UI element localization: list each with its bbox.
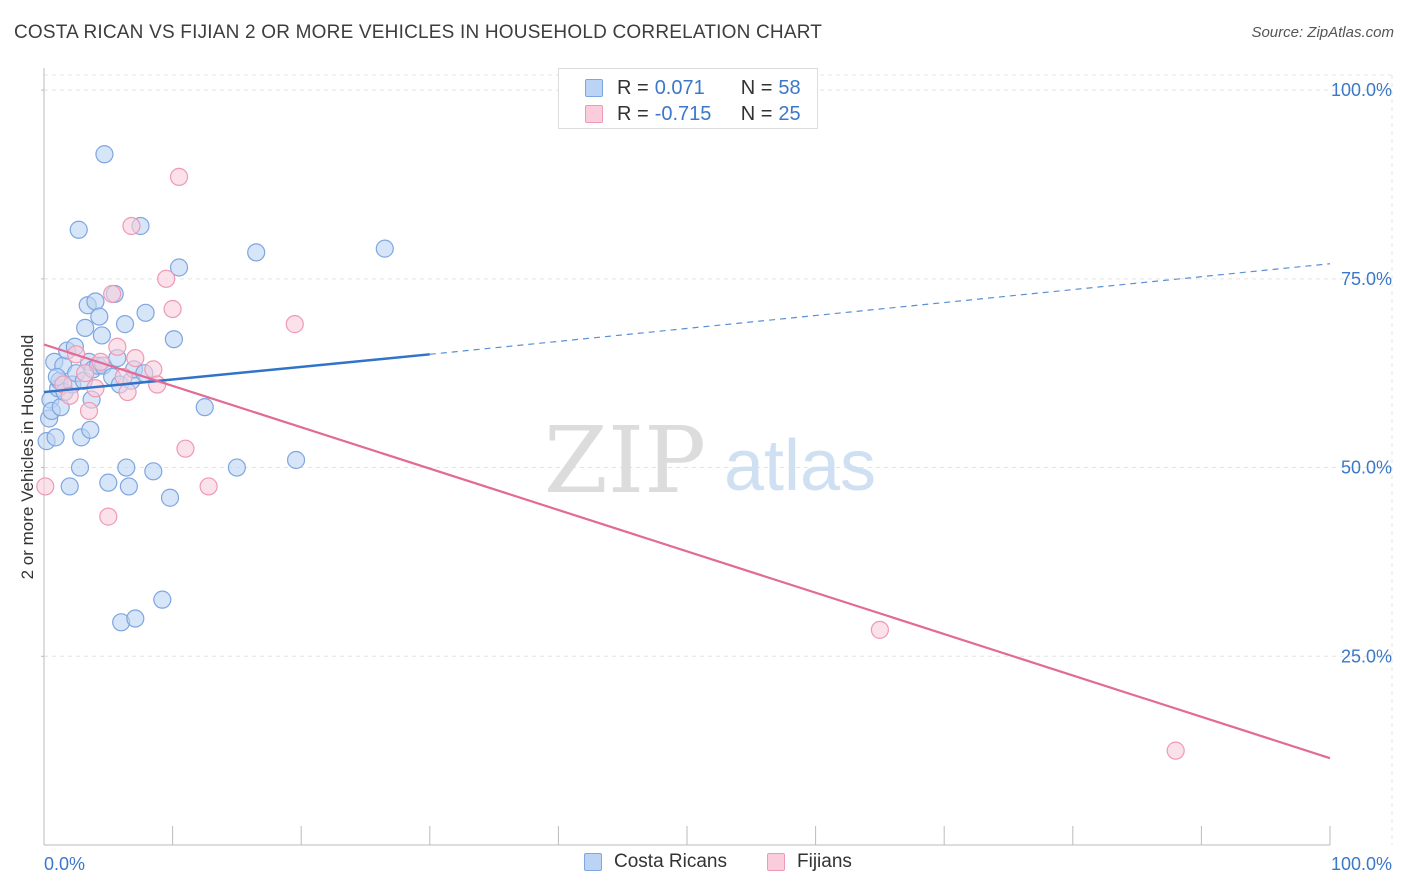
r-value: 0.071	[654, 76, 705, 99]
y-tick-label: 25.0%	[1341, 646, 1392, 666]
fijian-point	[163, 299, 182, 319]
gridlines	[44, 74, 1393, 845]
fijian-point	[1166, 741, 1185, 760]
costa-rican-point	[119, 477, 138, 496]
costa-rican-point	[136, 303, 155, 322]
fijian-point	[60, 386, 79, 405]
r-label: R =	[617, 76, 649, 99]
costa-rican-point	[126, 609, 145, 628]
costa-rican-point	[227, 458, 246, 477]
costa-ricans-trend-extension	[429, 263, 1331, 355]
r-value: -0.715	[654, 102, 712, 125]
costa-ricans-swatch	[584, 853, 602, 871]
fijian-point	[157, 269, 176, 288]
x-tick-label: 100.0%	[1331, 854, 1392, 874]
legend-label: Fijians	[797, 851, 852, 872]
costa-rican-point	[160, 488, 180, 507]
costa-rican-point	[195, 398, 214, 417]
costa-rican-point	[169, 258, 189, 277]
fijians-swatch	[585, 105, 603, 123]
axes	[41, 68, 1331, 846]
legend-row-costa-ricans: R = 0.071 N = 58	[585, 76, 801, 100]
fijian-point	[79, 401, 99, 421]
costa-rican-point	[99, 473, 118, 492]
costa-rican-point	[90, 307, 109, 326]
legend-item-fijians[interactable]: Fijians	[767, 851, 852, 873]
fijian-point	[199, 477, 218, 496]
fijian-point	[169, 167, 189, 187]
costa-rican-point	[92, 326, 111, 345]
series-legend: Costa Ricans Fijians	[584, 851, 892, 873]
costa-rican-point	[375, 239, 394, 258]
costa-rican-point	[46, 428, 65, 447]
fijian-point	[108, 337, 127, 356]
n-value: 25	[778, 102, 801, 125]
costa-ricans-trend-line	[43, 353, 430, 394]
costa-rican-point	[69, 220, 88, 239]
fijian-point	[36, 477, 55, 496]
costa-rican-point	[81, 420, 100, 439]
n-value: 58	[778, 76, 801, 99]
y-tick-label: 100.0%	[1331, 80, 1392, 100]
costa-rican-point	[164, 330, 183, 349]
costa-rican-point	[247, 243, 266, 262]
costa-rican-point	[286, 450, 306, 470]
fijians-trend-line	[43, 343, 1331, 760]
legend-row-fijians: R = -0.715 N = 25	[585, 102, 801, 126]
fijian-point	[176, 439, 195, 458]
tick-labels: 25.0% 50.0% 75.0% 100.0% 0.0% 100.0%	[44, 80, 1392, 874]
costa-rican-point	[86, 292, 105, 311]
watermark-atlas: atlas	[724, 426, 876, 506]
chart-source: Source: ZipAtlas.com	[1251, 24, 1394, 41]
costa-rican-point	[144, 462, 163, 481]
watermark-zip: ZIP	[544, 407, 706, 514]
costa-rican-point	[117, 458, 136, 477]
fijian-point	[103, 284, 122, 304]
fijian-point	[144, 360, 163, 379]
fijian-point	[118, 382, 137, 402]
costa-ricans-swatch	[585, 79, 603, 97]
y-axis-title: 2 or more Vehicles in Household	[18, 334, 37, 580]
costa-rican-point	[153, 590, 172, 609]
fijian-point	[122, 216, 141, 236]
data-points	[36, 145, 1185, 760]
fijian-point	[99, 507, 118, 526]
n-label: N =	[740, 76, 773, 99]
costa-rican-point	[70, 458, 90, 477]
fijians-swatch	[767, 853, 785, 871]
trend-lines	[43, 263, 1331, 760]
costa-rican-point	[95, 145, 114, 164]
y-tick-label: 75.0%	[1341, 269, 1392, 289]
r-label: R =	[617, 102, 649, 125]
legend-item-costa-ricans[interactable]: Costa Ricans	[584, 851, 727, 873]
correlation-legend: R = 0.071 N = 58 R = -0.715 N = 25	[558, 68, 818, 129]
fijian-point	[870, 620, 890, 639]
chart-title: COSTA RICAN VS FIJIAN 2 OR MORE VEHICLES…	[14, 22, 823, 43]
costa-rican-point	[76, 318, 95, 337]
n-label: N =	[740, 102, 773, 125]
costa-rican-point	[115, 315, 135, 334]
y-tick-label: 50.0%	[1341, 458, 1392, 478]
costa-rican-point	[60, 477, 79, 496]
legend-label: Costa Ricans	[614, 851, 727, 872]
x-tick-label: 0.0%	[44, 854, 85, 874]
fijian-point	[76, 364, 95, 383]
fijian-point	[126, 348, 145, 368]
fijian-point	[285, 315, 304, 334]
watermark: ZIP atlas	[544, 407, 876, 514]
